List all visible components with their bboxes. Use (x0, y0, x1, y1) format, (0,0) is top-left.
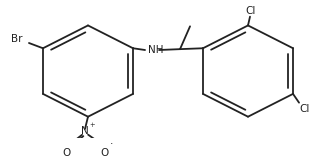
Text: ·: · (110, 139, 114, 149)
Text: +: + (89, 122, 95, 128)
Text: NH: NH (148, 45, 164, 55)
Text: O: O (101, 148, 109, 157)
Text: O: O (63, 148, 71, 157)
Text: Br: Br (11, 35, 23, 44)
Text: Cl: Cl (300, 104, 310, 114)
Text: N: N (81, 126, 89, 136)
Text: Cl: Cl (246, 5, 256, 16)
